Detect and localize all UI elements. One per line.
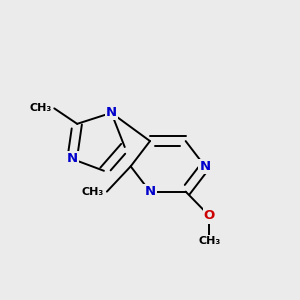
- Text: N: N: [106, 106, 117, 119]
- Text: N: N: [144, 185, 156, 198]
- Text: CH₃: CH₃: [198, 236, 220, 246]
- Text: O: O: [204, 209, 215, 223]
- Text: N: N: [200, 160, 211, 173]
- Text: N: N: [67, 152, 78, 165]
- Text: CH₃: CH₃: [29, 103, 51, 113]
- Text: CH₃: CH₃: [82, 187, 104, 196]
